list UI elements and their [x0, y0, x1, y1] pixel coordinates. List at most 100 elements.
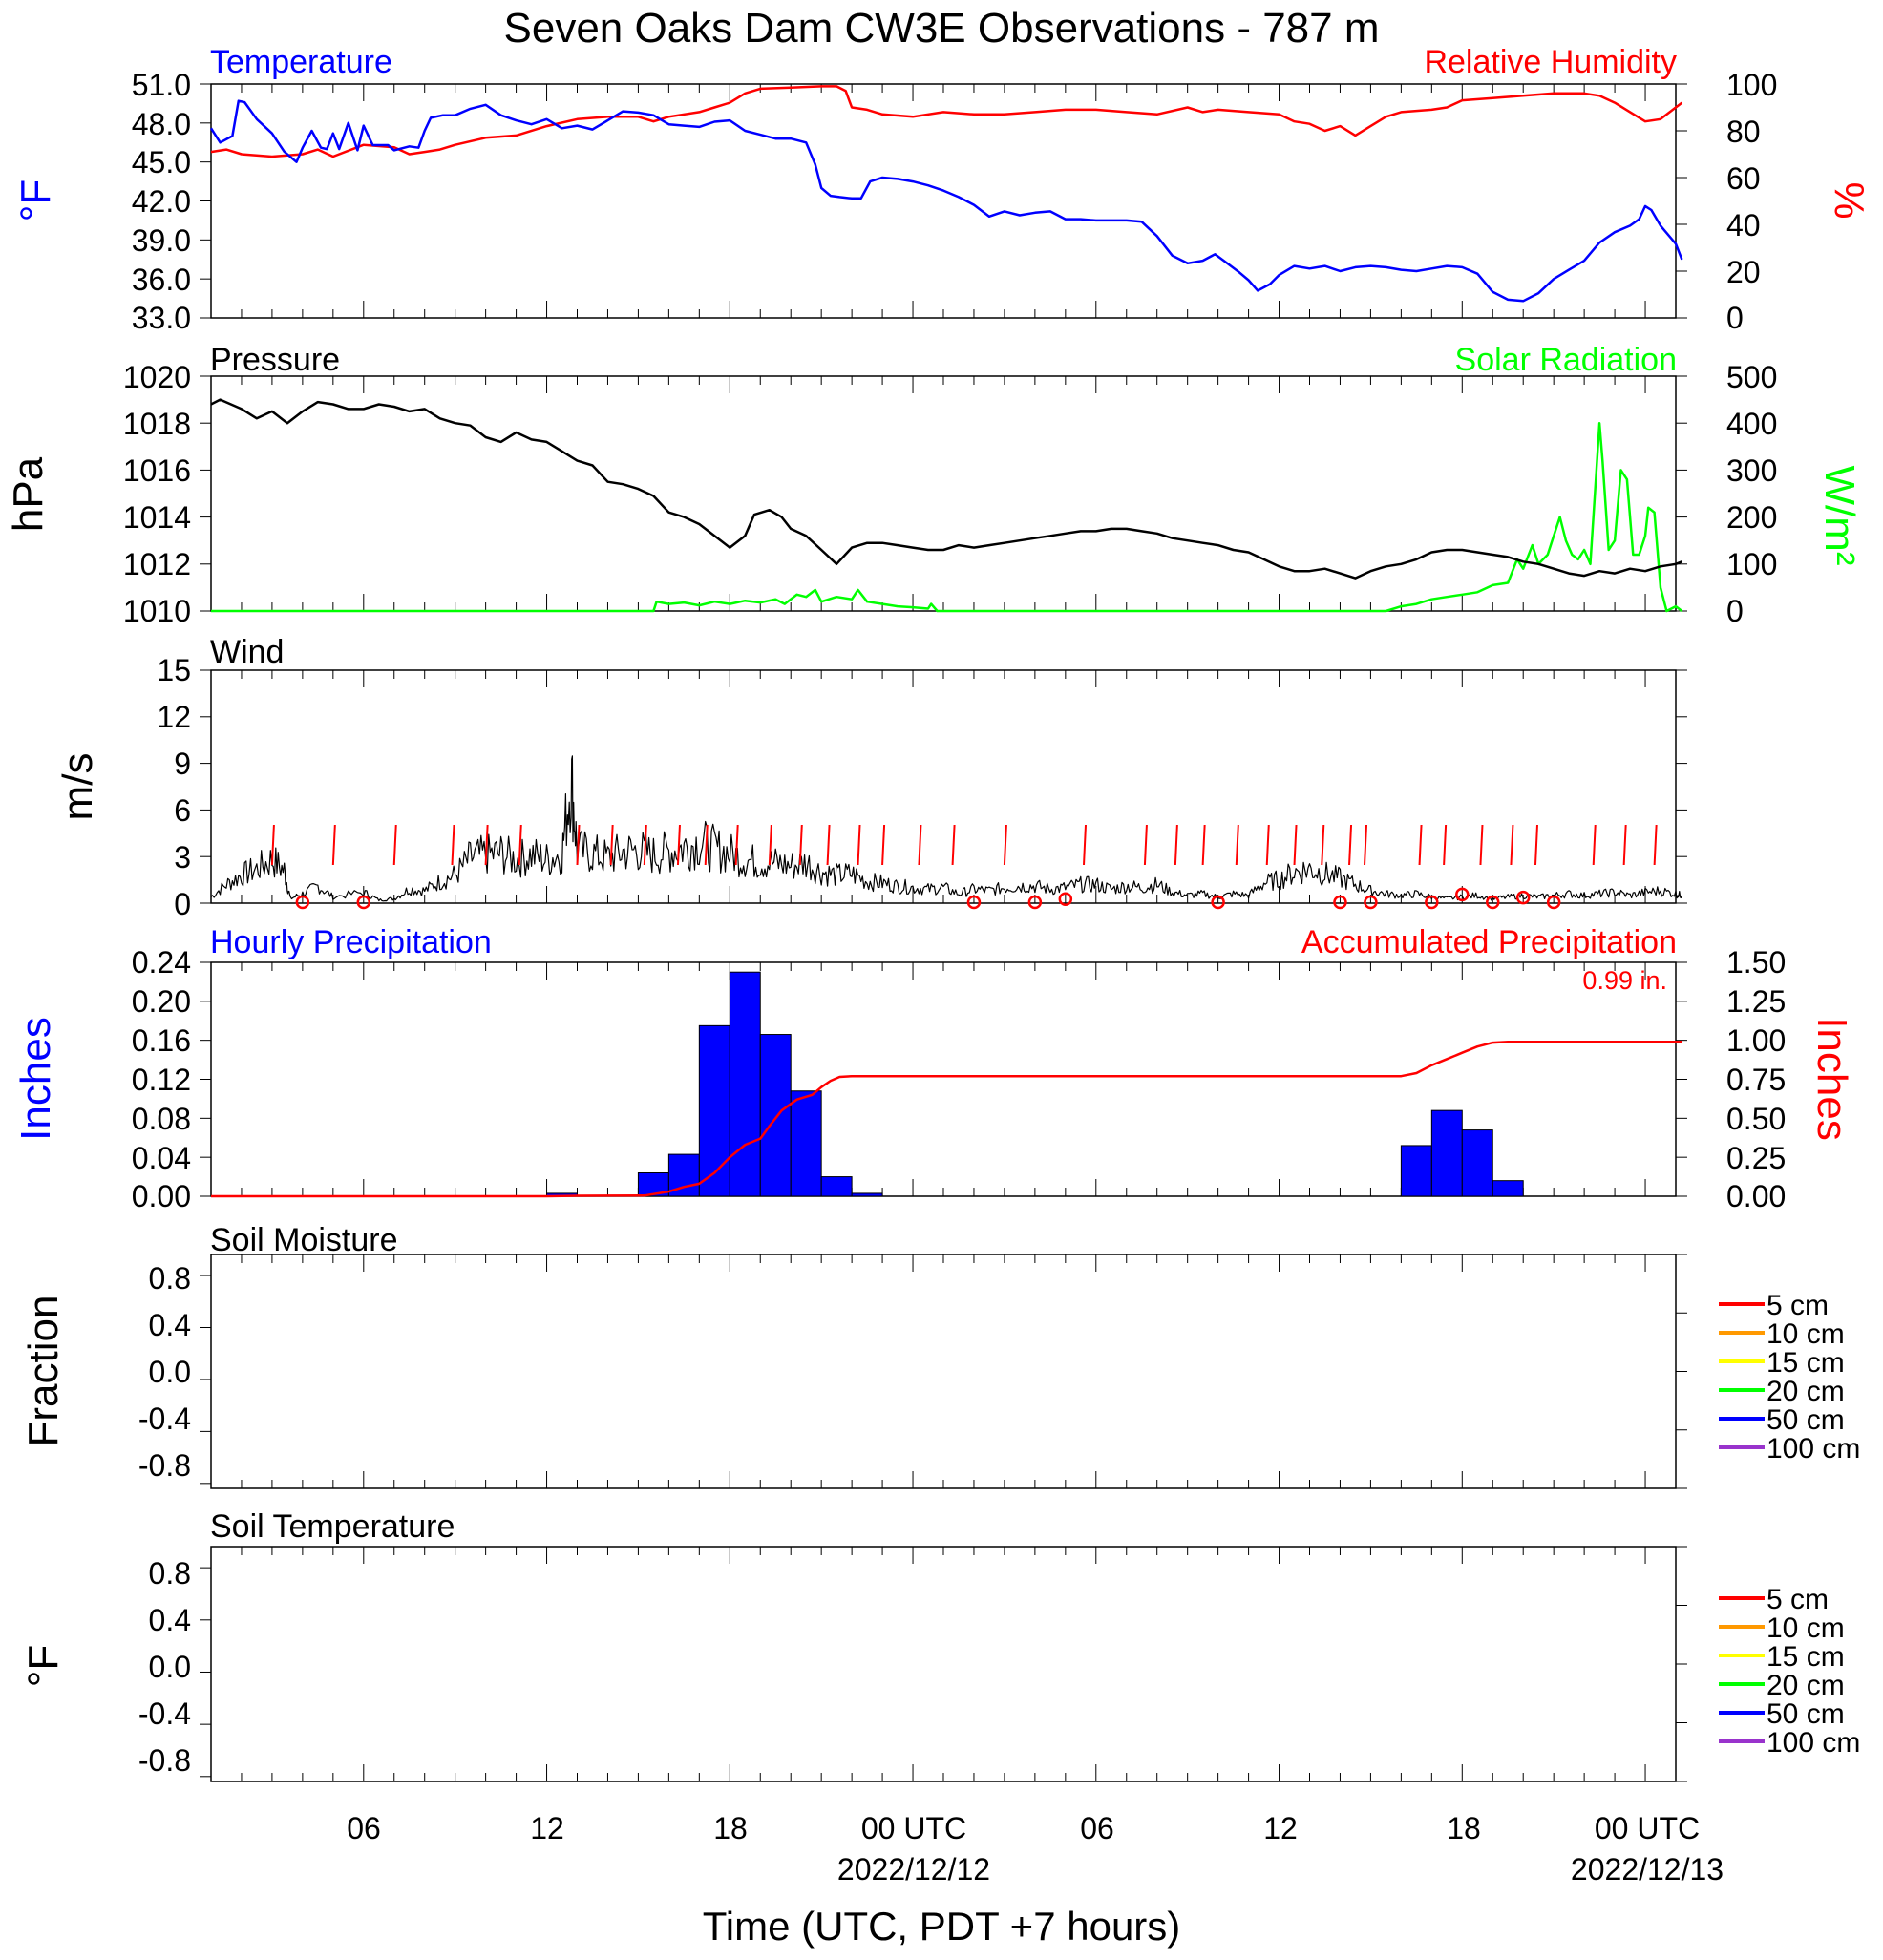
tick-label: 500 [1726, 360, 1777, 394]
soil-temperature-plot-area [200, 1546, 1687, 1782]
hourly-precip-bar [1492, 1180, 1524, 1197]
soil-moisture-legend: 5 cm 10 cm 15 cm 20 cm 50 cm 100 cm [1719, 1290, 1860, 1465]
wind-barb [918, 824, 922, 866]
wind-barb [1003, 824, 1007, 866]
solar-radiation-series-line [211, 421, 1683, 613]
tick-label: 1.50 [1726, 945, 1786, 980]
solar-tick-labels: 500 400 300 200 100 0 [1726, 360, 1777, 628]
wind-barb [881, 824, 886, 866]
calm-wind-marker [966, 895, 982, 910]
tick-label: 100 [1726, 547, 1777, 581]
tick-label: 300 [1726, 453, 1777, 488]
accumulated-precip-series-line [211, 1041, 1682, 1198]
time-tick-label: 00 UTC [1595, 1811, 1700, 1845]
tick-label: 3 [174, 840, 191, 875]
wind-barb [798, 824, 803, 866]
wind-barb [1265, 824, 1270, 866]
pressure-panel: Pressure Solar Radiation hPa W/m² 1020 1… [5, 342, 1863, 628]
precip-plot-area [200, 961, 1687, 1198]
pressure-axis-unit: hPa [5, 456, 52, 532]
wind-barb [1622, 824, 1627, 866]
tick-label: 45.0 [132, 145, 191, 179]
wind-barb [1510, 824, 1514, 866]
legend-label: 100 cm [1767, 1727, 1860, 1759]
soil-moisture-plot-area [200, 1254, 1687, 1489]
tick-label: 0.16 [132, 1023, 191, 1058]
wind-barb [1418, 824, 1423, 866]
legend-label: 20 cm [1767, 1376, 1845, 1407]
tick-label: 1012 [123, 547, 191, 581]
tick-label: 0.00 [132, 1179, 191, 1213]
wind-barb [857, 824, 861, 866]
tick-label: 48.0 [132, 107, 191, 141]
wind-barb [1348, 824, 1353, 866]
soil-temperature-axis-unit: °F [20, 1645, 67, 1687]
wind-panel-title: Wind [210, 634, 284, 670]
wind-tick-labels: 15 12 9 6 3 0 [157, 653, 191, 921]
calm-wind-marker [1027, 895, 1043, 910]
wind-barb [1534, 824, 1538, 866]
hourly-precip-bar [698, 1024, 730, 1197]
pressure-panel-title: Pressure [210, 342, 340, 378]
calm-wind-marker [1058, 892, 1073, 906]
hourly-precip-tick-labels: 0.24 0.20 0.16 0.12 0.08 0.04 0.00 [132, 945, 191, 1213]
calm-wind-marker [1211, 895, 1225, 910]
calm-wind-marker [1455, 887, 1470, 902]
tick-label: 60 [1726, 161, 1761, 196]
temperature-panel-title: Temperature [210, 44, 392, 80]
pressure-plot-area [200, 375, 1687, 613]
time-tick-label: 12 [1263, 1811, 1298, 1845]
legend-label: 5 cm [1767, 1290, 1829, 1321]
time-axis: 06 12 18 00 UTC 06 12 18 00 UTC 2022/12/… [347, 1811, 1724, 1949]
tick-label: 0 [174, 887, 191, 921]
wind-barb [451, 824, 455, 866]
tick-label: 1010 [123, 594, 191, 628]
accumulated-precip-tick-labels: 1.50 1.25 1.00 0.75 0.50 0.25 0.00 [1726, 945, 1786, 1213]
humidity-series-line [210, 85, 1683, 158]
solar-axis-unit: W/m² [1816, 465, 1863, 565]
tick-label: 200 [1726, 500, 1777, 535]
legend-label: 15 cm [1767, 1641, 1845, 1673]
tick-label: 0 [1726, 301, 1744, 335]
date-label: 2022/12/12 [837, 1852, 990, 1886]
time-tick-label: 06 [1080, 1811, 1114, 1845]
tick-label: 0.25 [1726, 1141, 1786, 1175]
tick-label: 1.00 [1726, 1023, 1786, 1058]
tick-label: 0.50 [1726, 1102, 1786, 1136]
wind-barb [951, 824, 956, 866]
x-axis-title: Time (UTC, PDT +7 hours) [703, 1904, 1181, 1949]
wind-barb [676, 824, 681, 866]
wind-barb [576, 824, 581, 866]
hourly-precip-bar [1400, 1145, 1432, 1197]
accumulated-precip-axis-unit: Inches [1809, 1017, 1855, 1141]
tick-label: 0.0 [149, 1650, 191, 1684]
tick-label: 1.25 [1726, 984, 1786, 1019]
tick-label: 9 [174, 747, 191, 781]
wind-speed-series-line [210, 755, 1682, 902]
wind-barb [643, 824, 647, 866]
wind-barb [1235, 824, 1239, 866]
calm-wind-marker [1364, 895, 1378, 910]
wind-barb [518, 824, 522, 866]
precip-total-label: 0.99 in. [1582, 966, 1667, 995]
tick-label: 0.0 [149, 1355, 191, 1389]
tick-label: 0.4 [149, 1308, 191, 1342]
tick-label: 0.08 [132, 1102, 191, 1136]
tick-label: 100 [1726, 68, 1777, 102]
wind-barb [1364, 824, 1368, 866]
tick-label: 40 [1726, 208, 1761, 242]
tick-label: 6 [174, 793, 191, 828]
wind-barb [1174, 824, 1178, 866]
tick-label: 0.20 [132, 984, 191, 1019]
wind-barb [392, 824, 397, 866]
legend-label: 50 cm [1767, 1404, 1845, 1436]
legend-label: 10 cm [1767, 1612, 1845, 1644]
hourly-precip-bar [1461, 1129, 1493, 1197]
hourly-precip-bar [851, 1192, 883, 1197]
tick-label: 80 [1726, 115, 1761, 149]
tick-label: 36.0 [132, 263, 191, 297]
legend-label: 15 cm [1767, 1347, 1845, 1379]
tick-label: 0.12 [132, 1063, 191, 1097]
tick-label: 0.4 [149, 1603, 191, 1637]
time-tick-label: 12 [530, 1811, 564, 1845]
